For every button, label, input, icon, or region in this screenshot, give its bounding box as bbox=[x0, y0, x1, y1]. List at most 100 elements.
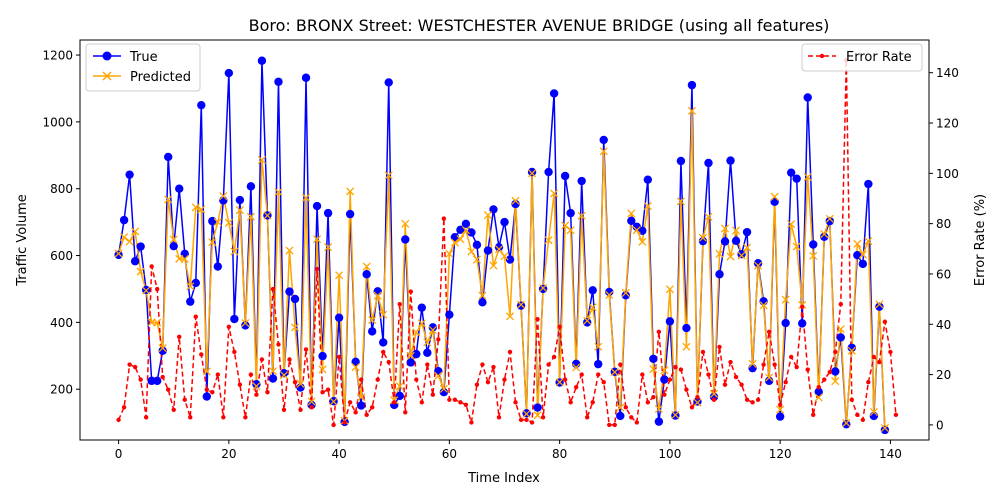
true-point bbox=[500, 217, 509, 227]
error-rate-point bbox=[739, 382, 744, 387]
y-tick-label-left: 1000 bbox=[42, 115, 73, 129]
predicted-point bbox=[516, 300, 526, 309]
error-rate-point bbox=[353, 410, 358, 415]
error-rate-point bbox=[154, 286, 160, 292]
true-point bbox=[478, 298, 487, 307]
true-point bbox=[169, 241, 178, 251]
true-point bbox=[516, 301, 526, 310]
error-rate-point bbox=[888, 349, 893, 355]
error-rate-point bbox=[893, 412, 899, 418]
predicted-point bbox=[423, 338, 432, 347]
true-point bbox=[318, 351, 327, 361]
predicted-point bbox=[809, 251, 818, 260]
true-point bbox=[279, 368, 289, 378]
error-rate-point bbox=[706, 372, 711, 377]
error-rate-point bbox=[811, 412, 816, 418]
true-point bbox=[533, 403, 542, 412]
predicted-point bbox=[698, 233, 708, 242]
predicted-point bbox=[290, 323, 300, 332]
predicted-point bbox=[208, 238, 217, 247]
error-rate-point bbox=[640, 372, 645, 377]
error-rate-point bbox=[722, 382, 728, 387]
error-rate-series-line bbox=[117, 59, 897, 426]
predicted-point bbox=[831, 377, 840, 386]
predicted-point bbox=[219, 191, 228, 201]
error-rate-point bbox=[816, 384, 821, 390]
predicted-point bbox=[186, 282, 195, 291]
true-point bbox=[831, 367, 840, 376]
predicted-point bbox=[743, 243, 752, 252]
error-rate-point bbox=[287, 357, 292, 362]
predicted-point bbox=[665, 285, 674, 294]
true-point bbox=[202, 392, 211, 401]
error-rate-point bbox=[733, 374, 739, 380]
error-rate-point bbox=[259, 357, 265, 362]
error-rate-point bbox=[651, 395, 656, 400]
predicted-point bbox=[599, 147, 608, 156]
error-rate-point bbox=[375, 377, 380, 382]
true-point bbox=[566, 208, 575, 218]
error-rate-point bbox=[342, 420, 347, 425]
error-rate-point bbox=[243, 415, 248, 420]
error-rate-point bbox=[265, 390, 270, 395]
true-point bbox=[527, 167, 537, 177]
error-rate-point bbox=[502, 377, 507, 382]
predicted-point bbox=[318, 365, 327, 374]
true-point bbox=[456, 225, 465, 235]
predicted-point bbox=[213, 218, 222, 227]
true-point bbox=[119, 215, 129, 225]
error-rate-point bbox=[397, 301, 402, 307]
error-rate-point bbox=[392, 400, 397, 405]
error-rate-point bbox=[584, 415, 590, 420]
true-point bbox=[792, 174, 801, 183]
error-rate-point bbox=[364, 412, 369, 418]
error-rate-point bbox=[750, 400, 755, 405]
predicted-point bbox=[511, 196, 520, 205]
predicted-point bbox=[357, 393, 366, 402]
error-rate-point bbox=[822, 377, 827, 382]
true-point bbox=[241, 321, 250, 330]
y-tick-label-right: 100 bbox=[936, 167, 959, 181]
true-point bbox=[252, 379, 261, 389]
true-point bbox=[577, 176, 586, 186]
predicted-point bbox=[825, 214, 834, 223]
x-tick-label: 40 bbox=[331, 447, 346, 461]
predicted-point bbox=[550, 189, 559, 198]
error-rate-point bbox=[833, 349, 838, 355]
error-rate-point bbox=[524, 417, 529, 423]
true-point bbox=[544, 167, 553, 177]
true-point bbox=[731, 236, 741, 246]
error-rate-point bbox=[877, 359, 882, 365]
predicted-point bbox=[461, 226, 470, 235]
error-rate-point bbox=[860, 417, 866, 423]
true-point bbox=[825, 216, 834, 226]
true-point bbox=[367, 327, 377, 336]
predicted-point bbox=[588, 303, 597, 312]
error-rate-point bbox=[623, 405, 628, 410]
error-rate-point bbox=[673, 364, 678, 370]
predicted-point bbox=[362, 262, 371, 271]
predicted-point bbox=[412, 328, 421, 337]
x-axis-label: Time Index bbox=[467, 471, 540, 486]
error-rate-point bbox=[347, 400, 353, 405]
true-point bbox=[164, 152, 173, 162]
true-point bbox=[616, 411, 625, 421]
predicted-point bbox=[687, 106, 697, 115]
predicted-point bbox=[456, 235, 465, 244]
true-point bbox=[423, 348, 432, 357]
true-point bbox=[704, 158, 713, 168]
error-rate-point bbox=[562, 377, 568, 382]
error-rate-point bbox=[871, 354, 877, 360]
error-rate-point bbox=[403, 410, 408, 415]
error-rate-point bbox=[314, 266, 320, 272]
predicted-point bbox=[847, 346, 856, 355]
true-point bbox=[676, 156, 686, 166]
true-point bbox=[114, 250, 123, 260]
error-rate-point bbox=[232, 349, 237, 355]
true-point bbox=[136, 242, 145, 251]
error-rate-point bbox=[551, 354, 557, 360]
error-rate-point bbox=[507, 349, 513, 355]
true-point bbox=[290, 294, 300, 304]
error-rate-point bbox=[408, 289, 413, 294]
